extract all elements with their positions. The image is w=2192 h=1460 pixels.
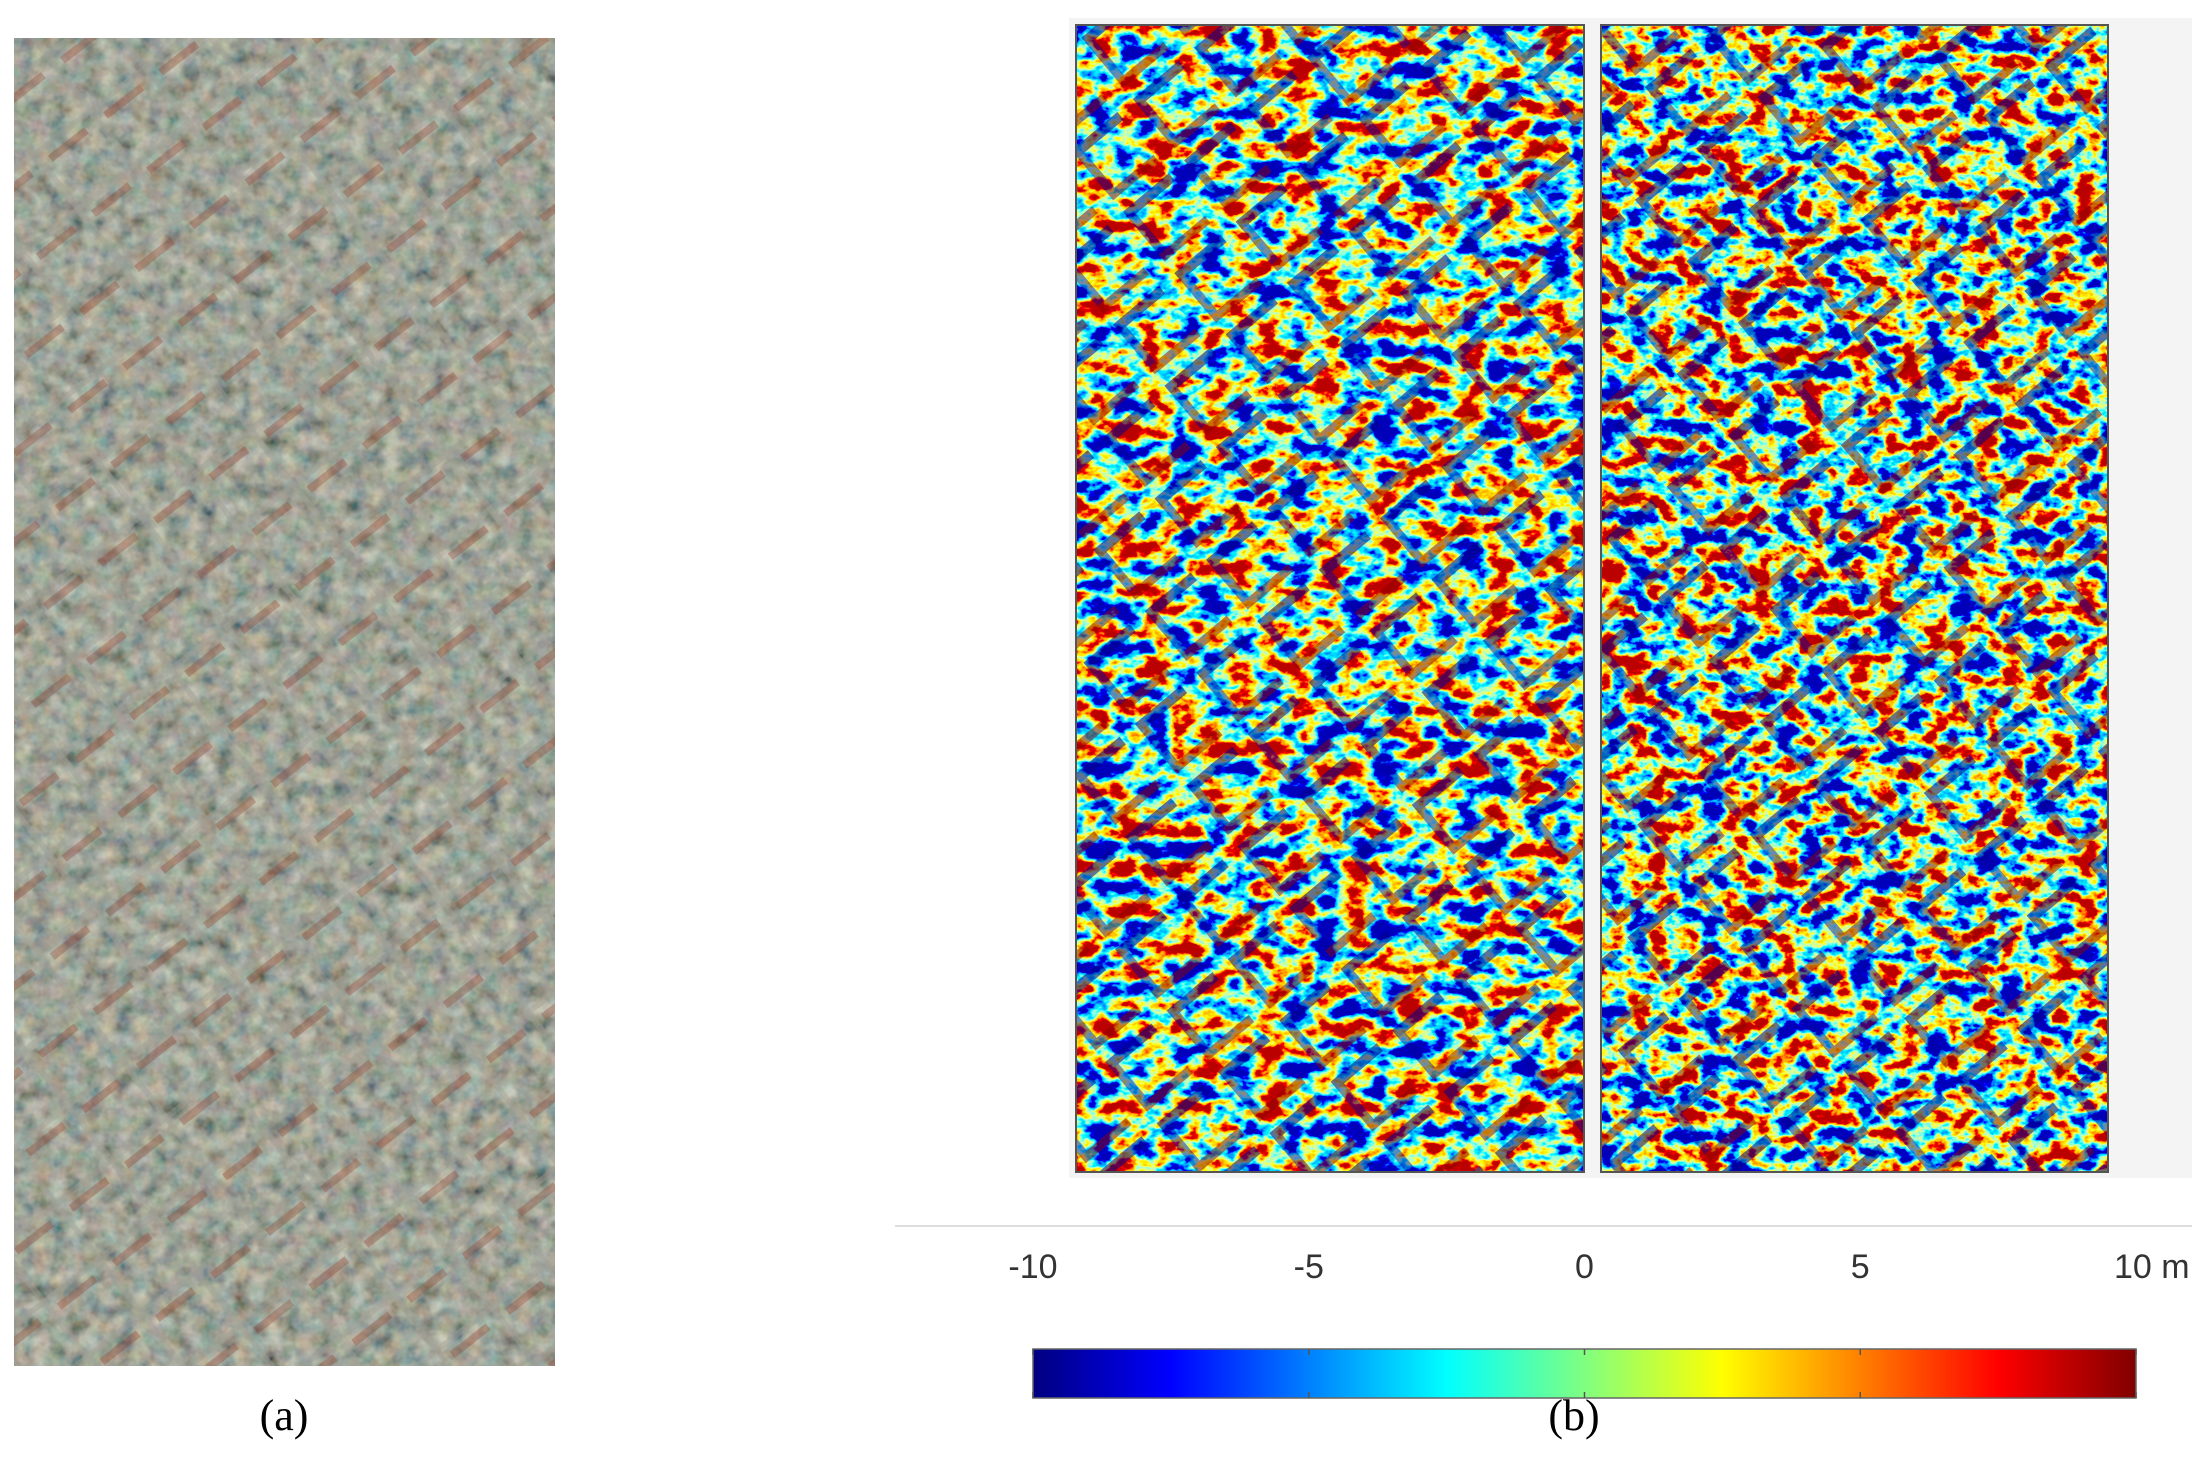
tick-label: -5 [1294,1248,1324,1286]
colorbar [1032,1348,2137,1399]
tick-label: 10 m [2114,1248,2190,1286]
tick-label: -10 [1008,1248,1057,1286]
aerial-image [14,38,555,1366]
panel-label: (b) [1548,1391,1599,1440]
height-map-left [1075,24,1585,1173]
tick-label: 0 [1575,1248,1594,1286]
height-map-right [1600,24,2109,1173]
panel-label: (a) [260,1391,309,1440]
tick-label: 5 [1851,1248,1870,1286]
